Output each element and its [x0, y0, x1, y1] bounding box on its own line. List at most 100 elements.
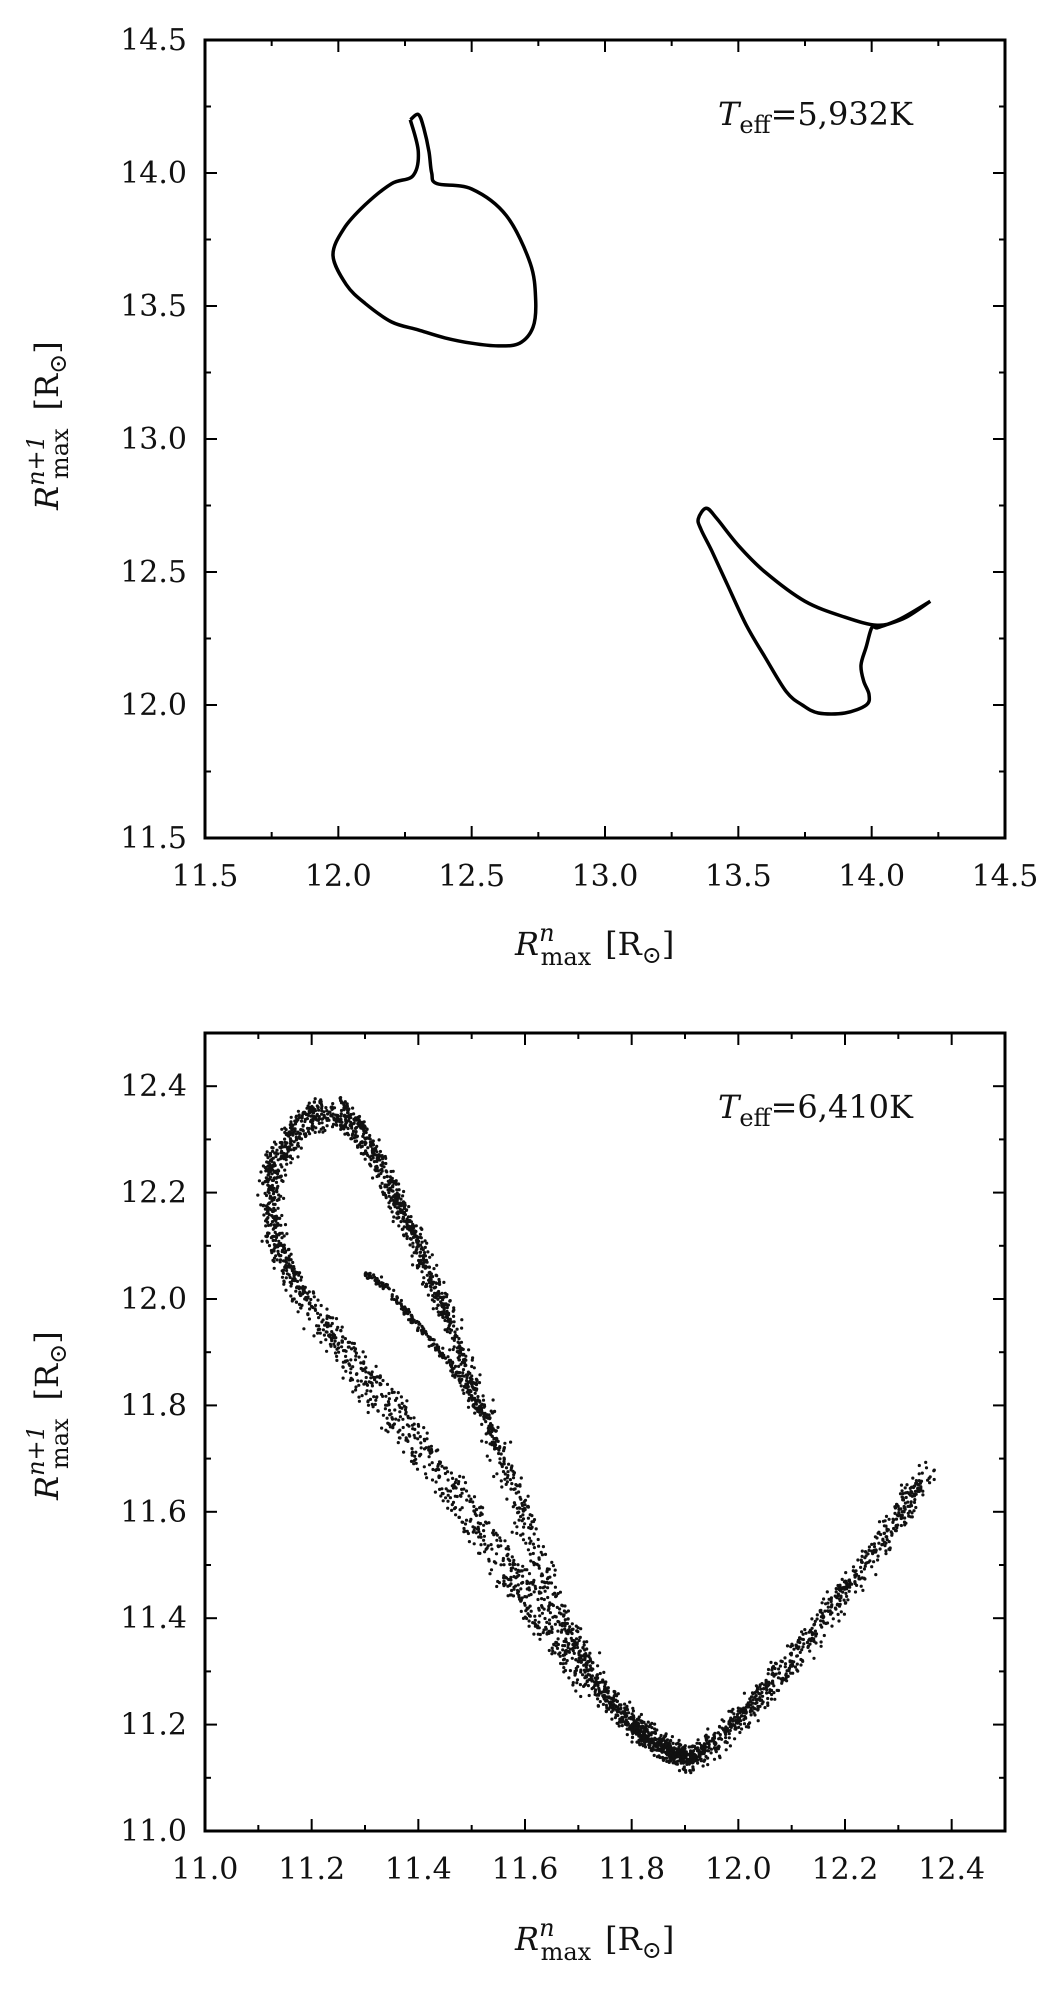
- scatter-point: [596, 1704, 600, 1708]
- scatter-point: [288, 1155, 292, 1159]
- scatter-point: [353, 1358, 358, 1362]
- scatter-point: [423, 1251, 427, 1255]
- y-tick-label: 12.0: [120, 688, 187, 723]
- scatter-point: [587, 1673, 592, 1677]
- scatter-point: [767, 1690, 772, 1695]
- scatter-point: [341, 1365, 345, 1369]
- scatter-point: [653, 1727, 657, 1731]
- scatter-point: [348, 1340, 352, 1344]
- scatter-point: [423, 1245, 427, 1249]
- scatter-point: [435, 1343, 439, 1347]
- scatter-point: [464, 1489, 469, 1493]
- scatter-point: [409, 1237, 413, 1241]
- scatter-point: [523, 1568, 527, 1572]
- scatter-point: [522, 1500, 526, 1504]
- scatter-point: [514, 1576, 518, 1580]
- scatter-point: [914, 1505, 918, 1510]
- bottom-annotation: Teff=6,410K: [718, 1088, 914, 1132]
- scatter-point: [724, 1736, 728, 1740]
- scatter-point: [740, 1714, 744, 1718]
- scatter-point: [779, 1659, 783, 1663]
- scatter-point: [421, 1326, 425, 1330]
- scatter-point: [281, 1179, 285, 1183]
- scatter-point: [899, 1507, 903, 1511]
- scatter-point: [842, 1598, 846, 1602]
- scatter-point: [792, 1660, 796, 1664]
- scatter-point: [446, 1489, 450, 1493]
- scatter-point: [283, 1168, 287, 1172]
- scatter-point: [701, 1764, 705, 1768]
- scatter-point: [846, 1598, 850, 1602]
- scatter-point: [856, 1558, 860, 1562]
- scatter-point: [348, 1363, 352, 1367]
- scatter-point: [426, 1250, 430, 1254]
- scatter-point: [763, 1706, 767, 1710]
- scatter-point: [337, 1350, 341, 1354]
- scatter-point: [357, 1114, 362, 1119]
- scatter-point: [461, 1347, 465, 1351]
- scatter-point: [398, 1410, 402, 1414]
- scatter-point: [381, 1394, 385, 1398]
- scatter-point: [533, 1618, 537, 1622]
- scatter-point: [272, 1206, 276, 1210]
- scatter-point: [333, 1351, 338, 1355]
- scatter-point: [800, 1630, 804, 1634]
- scatter-point: [564, 1661, 568, 1665]
- scatter-point: [449, 1369, 453, 1373]
- scatter-point: [344, 1125, 348, 1129]
- scatter-point: [317, 1115, 321, 1119]
- scatter-point: [395, 1211, 399, 1215]
- scatter-point: [450, 1336, 454, 1340]
- scatter-point: [432, 1342, 436, 1346]
- scatter-point: [289, 1161, 293, 1165]
- scatter-point: [498, 1536, 502, 1540]
- scatter-point: [331, 1332, 335, 1336]
- scatter-point: [566, 1643, 570, 1647]
- scatter-point: [674, 1742, 679, 1746]
- scatter-point: [537, 1591, 542, 1595]
- scatter-point: [833, 1594, 837, 1598]
- scatter-point: [434, 1273, 438, 1277]
- scatter-point: [749, 1703, 753, 1707]
- scatter-point: [474, 1377, 478, 1381]
- scatter-point: [366, 1146, 370, 1150]
- scatter-point: [637, 1738, 641, 1742]
- scatter-point: [928, 1481, 932, 1485]
- scatter-point: [357, 1355, 361, 1359]
- scatter-point: [924, 1460, 928, 1464]
- scatter-point: [542, 1607, 546, 1611]
- scatter-point: [460, 1374, 464, 1378]
- scatter-point: [283, 1137, 287, 1141]
- scatter-point: [299, 1275, 304, 1279]
- scatter-point: [835, 1603, 839, 1607]
- scatter-point: [448, 1331, 452, 1335]
- scatter-point: [618, 1720, 623, 1724]
- scatter-point: [294, 1300, 298, 1304]
- scatter-point: [370, 1370, 374, 1374]
- scatter-point: [540, 1572, 544, 1576]
- scatter-point: [620, 1724, 624, 1728]
- scatter-point: [509, 1440, 513, 1444]
- scatter-point: [264, 1224, 268, 1228]
- scatter-point: [574, 1689, 578, 1693]
- scatter-point: [795, 1646, 799, 1650]
- scatter-point: [585, 1680, 589, 1684]
- scatter-point: [899, 1523, 904, 1528]
- bottom-chart-panel: 11.0 11.2 11.4 11.6 11.8 12.0 12.2 12.411.011.2…: [22, 1031, 1007, 1966]
- scatter-point: [336, 1342, 340, 1346]
- scatter-point: [551, 1564, 556, 1568]
- scatter-point: [453, 1480, 457, 1485]
- scatter-point: [733, 1715, 737, 1719]
- scatter-point: [359, 1122, 363, 1126]
- scatter-point: [692, 1758, 697, 1762]
- scatter-point: [352, 1112, 356, 1116]
- scatter-point: [463, 1522, 468, 1526]
- scatter-point: [332, 1342, 336, 1346]
- scatter-point: [766, 1684, 770, 1688]
- scatter-point: [399, 1204, 403, 1208]
- bottom-y-label-sub: max: [46, 1418, 74, 1469]
- scatter-point: [375, 1144, 379, 1148]
- scatter-point: [290, 1299, 294, 1303]
- scatter-point: [339, 1108, 344, 1113]
